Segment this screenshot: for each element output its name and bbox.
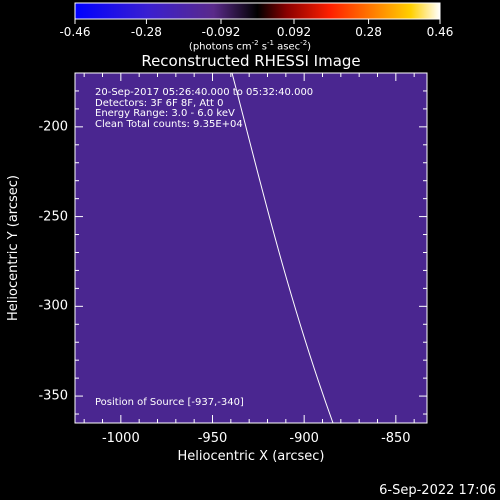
colorbar-units: (photons cm-2 s-1 asec-2) bbox=[188, 39, 312, 53]
observation-info: 20-Sep-2017 05:26:40.000 to 05:32:40.000… bbox=[95, 87, 314, 130]
colorbar bbox=[74, 2, 441, 20]
x-tick-label: -850 bbox=[381, 431, 411, 446]
colorbar-svg bbox=[74, 2, 441, 24]
y-tick-label: -300 bbox=[38, 298, 68, 314]
info-line: Energy Range: 3.0 - 6.0 keV bbox=[95, 108, 235, 119]
x-tick-label: -900 bbox=[289, 431, 319, 446]
colorbar-tick-label: -0.46 bbox=[59, 25, 91, 39]
x-tick-label: -1000 bbox=[101, 431, 140, 446]
colorbar-tick-label: 0.28 bbox=[355, 25, 382, 39]
footer-timestamp: 6-Sep-2022 17:06 bbox=[379, 483, 496, 498]
solar-limb-line bbox=[231, 73, 334, 423]
y-tick-label: -350 bbox=[38, 388, 68, 404]
axis-ticks bbox=[75, 73, 427, 423]
source-image bbox=[75, 73, 427, 423]
x-tick-labels: -1000 -950 -900 -850 bbox=[0, 432, 500, 446]
y-axis-label: Heliocentric Y (arcsec) bbox=[6, 175, 21, 321]
info-line: 20-Sep-2017 05:26:40.000 to 05:32:40.000 bbox=[95, 87, 314, 98]
x-axis-label: Heliocentric X (arcsec) bbox=[177, 449, 325, 464]
colorbar-tick-label: -0.28 bbox=[130, 25, 162, 39]
colorbar-tick-label: 0.092 bbox=[276, 25, 312, 39]
y-tick-label: -200 bbox=[38, 119, 68, 135]
colorbar-tick-label: 0.46 bbox=[426, 25, 454, 39]
y-tick-label: -250 bbox=[38, 209, 68, 225]
image-title: Reconstructed RHESSI Image bbox=[141, 52, 361, 70]
x-tick-label: -950 bbox=[197, 431, 228, 446]
source-position: Position of Source [-937,-340] bbox=[95, 397, 244, 408]
colorbar-tick-labels: -0.46 -0.28 -0.092 0.092 0.28 0.46 bbox=[0, 26, 500, 40]
colorbar-tick-label: -0.092 bbox=[201, 25, 241, 39]
info-line: Detectors: 3F 6F 8F, Att 0 bbox=[95, 97, 224, 109]
plot-frame bbox=[74, 72, 428, 424]
y-tick-labels: -200 -250 -300 -350 bbox=[0, 0, 70, 500]
info-line: Clean Total counts: 9.35E+04 bbox=[95, 118, 243, 130]
